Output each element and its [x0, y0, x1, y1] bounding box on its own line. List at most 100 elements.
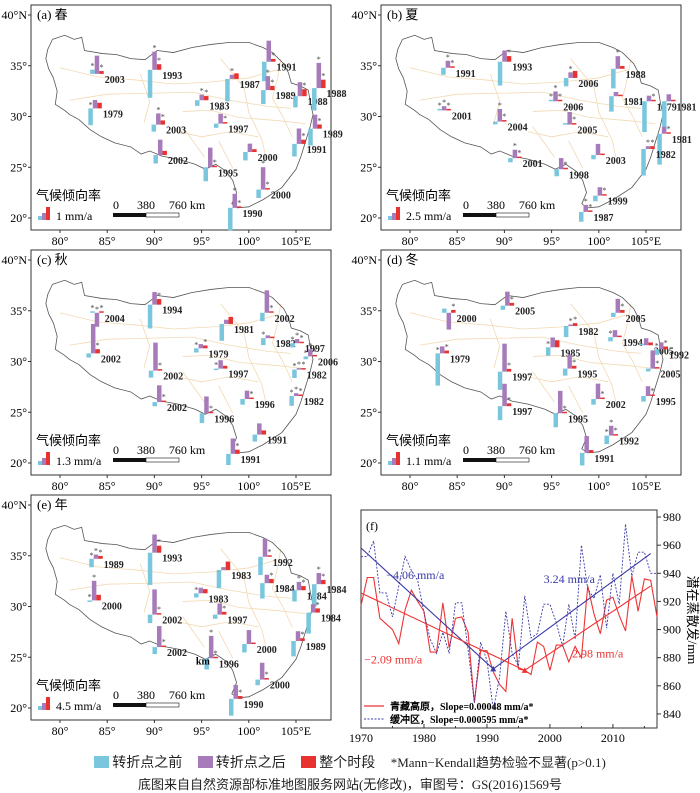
change-year-label: 1990 — [243, 700, 263, 711]
bar-after — [232, 193, 238, 208]
bar-after — [439, 346, 445, 354]
lon-tick-label: 100° — [237, 724, 260, 738]
scale-bar-white — [495, 457, 530, 463]
bar-before — [435, 353, 440, 386]
change-year-label: 1979 — [450, 354, 470, 365]
bar-before — [88, 108, 93, 126]
bar-after — [264, 574, 270, 584]
lat-tick-label: 30° — [360, 355, 377, 369]
bar-before — [591, 155, 596, 160]
station-marker: ***1992 — [604, 418, 639, 448]
not-significant-star: * — [655, 359, 659, 368]
bar-after — [643, 338, 649, 346]
change-year-label: 1991 — [307, 145, 327, 156]
not-significant-star: * — [318, 116, 322, 125]
station-marker: *1991 — [226, 438, 261, 466]
station-marker: * 1983 — [194, 585, 229, 605]
scale-bar-label: 380 — [137, 443, 155, 457]
not-significant-star: * — [269, 571, 273, 580]
bar-after — [265, 335, 271, 339]
station-marker: **2004 — [493, 101, 528, 134]
bar-whole — [161, 645, 167, 648]
bar-whole — [203, 589, 208, 594]
bar-after — [265, 76, 271, 91]
plateau-boundary — [45, 34, 314, 209]
river-line — [621, 58, 643, 137]
change-year-label: 1988 — [327, 89, 347, 100]
bar-before — [497, 61, 503, 86]
bar-after — [152, 589, 157, 615]
not-significant-star: * — [646, 138, 650, 147]
station-marker: **1984 — [292, 574, 327, 602]
bar-whole — [620, 309, 625, 313]
lon-tick-label: 80° — [52, 479, 69, 493]
bar-whole — [270, 85, 275, 91]
scale-bar-label: 380 — [137, 688, 155, 702]
station-marker: *1995 — [203, 147, 238, 182]
bar-whole — [235, 449, 240, 454]
lat-tick-label: 25° — [10, 405, 27, 419]
not-significant-star: * — [194, 340, 198, 349]
bar-before — [213, 368, 219, 371]
not-significant-star: * — [317, 55, 321, 64]
change-year-label: 1983 — [209, 101, 229, 112]
bar-whole — [651, 99, 656, 102]
river-line — [532, 110, 656, 125]
bar-before — [89, 558, 94, 568]
bar-before — [500, 305, 506, 310]
bar-before — [545, 347, 551, 356]
y-tick-label: 940 — [663, 566, 681, 580]
river-line — [218, 140, 234, 169]
not-significant-star: * — [321, 72, 325, 81]
bar-before — [312, 584, 317, 607]
legend-bar-whole — [46, 207, 50, 220]
station-marker: *1981 — [657, 124, 692, 165]
scale-bar-label: 0 — [463, 198, 469, 212]
scale-bar-white — [145, 212, 180, 218]
change-year-label: 1999 — [608, 197, 628, 208]
not-significant-star: * — [620, 302, 624, 311]
bar-before — [228, 207, 233, 231]
bar-whole — [156, 545, 162, 553]
change-year-label: 1982 — [656, 150, 676, 161]
lon-tick-label: 95° — [543, 479, 560, 493]
change-year-label: 2006 — [563, 102, 583, 113]
bar-before — [90, 69, 95, 74]
change-year-label: 1995 — [568, 414, 588, 425]
scale-bar-label: 380 — [137, 198, 155, 212]
lat-tick-label: 35° — [10, 549, 27, 563]
legend-bar-after — [392, 213, 396, 220]
not-significant-star: * — [213, 158, 217, 167]
bar-after — [296, 368, 302, 370]
lon-tick-label: 105°E — [281, 479, 311, 493]
bar-after — [152, 534, 157, 553]
map-panel-b: (b) 夏 40°N 35° 30° 25° 20° 80° 85° 90° 95° 100° 105… — [352, 4, 697, 248]
bar-before — [212, 614, 218, 619]
bar-before — [563, 77, 569, 87]
bar-before — [147, 69, 153, 98]
bar-whole — [650, 394, 655, 397]
station-marker: **1987 — [578, 197, 613, 224]
bar-whole — [317, 124, 322, 129]
change-year-label: 1989 — [276, 91, 296, 102]
station-marker: *1995 — [562, 354, 597, 381]
bar-before — [152, 402, 158, 407]
bar-before — [609, 96, 614, 112]
map-panel-c: (c) 秋 40°N 35° 30° 25° 20° 80° 85° 90° 95° 100° 105… — [2, 249, 338, 493]
bar-after — [217, 603, 222, 615]
bar-whole — [502, 120, 507, 122]
trend-rate-label: −2.09 mm/a — [364, 652, 423, 666]
not-significant-star: * — [651, 138, 655, 147]
station-marker: *1995 — [641, 386, 676, 408]
bar-before — [639, 343, 644, 346]
scale-bar-label: 0 — [113, 443, 119, 457]
bar-before — [289, 396, 294, 406]
station-marker: * *1979 — [435, 343, 470, 386]
bar-whole — [208, 411, 214, 414]
change-year-label: 1992 — [669, 350, 689, 361]
scale-bar-label: 0 — [113, 198, 119, 212]
rate-legend-value: 1.1 mm/a — [406, 454, 452, 468]
not-significant-star: * — [270, 78, 274, 87]
bar-whole — [655, 367, 660, 369]
not-significant-star: * — [564, 160, 568, 169]
